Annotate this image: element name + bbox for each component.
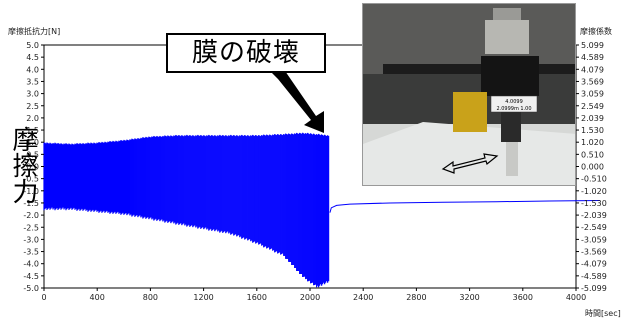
y-tick-label-right: 2.549 — [581, 102, 604, 111]
y-tick-label-left: -4.5 — [23, 272, 39, 281]
x-tick-label: 3600 — [513, 293, 533, 302]
series-line — [329, 200, 600, 213]
y-axis-left-title: 摩擦抵抗力[N] — [8, 26, 60, 36]
y-tick-label-left: 3.5 — [26, 77, 39, 86]
photo-yellow-part — [453, 92, 487, 132]
y-axis-right-title: 摩擦係数 — [580, 26, 612, 36]
callout-label: 膜の破壊 — [166, 33, 326, 73]
y-tick-label-right: -4.079 — [581, 260, 607, 269]
y-tick-label-right: 0.510 — [581, 150, 604, 159]
test-apparatus-photo: 4.0099 2.0999m 1.00 — [362, 3, 576, 186]
photo-block — [481, 56, 539, 96]
y-tick-label-right: -1.530 — [581, 199, 607, 208]
x-tick-label: 2400 — [353, 293, 373, 302]
y-tick-label-left: 4.0 — [26, 65, 39, 74]
y-tick-label-right: -3.569 — [581, 248, 607, 257]
y-tick-label-left: 1.5 — [26, 126, 39, 135]
y-tick-label-right: -4.589 — [581, 272, 607, 281]
series-band-layer — [43, 132, 330, 288]
photo-holder — [501, 112, 521, 142]
double-arrow-icon — [441, 153, 499, 174]
x-tick-label: 400 — [90, 293, 105, 302]
side-label: 摩擦力 — [8, 126, 38, 204]
y-tick-label-left: -3.5 — [23, 248, 39, 257]
y-tick-label-left: -5.0 — [23, 284, 39, 293]
y-tick-label-left: 0.0 — [26, 163, 39, 172]
y-tick-label-left: 5.0 — [26, 41, 39, 50]
photo-probe — [506, 142, 518, 176]
y-tick-label-left: 1.0 — [26, 138, 39, 147]
y-tick-label-right: 4.079 — [581, 65, 604, 74]
series-line-layer — [329, 200, 600, 213]
y-tick-label-right: -2.549 — [581, 223, 607, 232]
callout-arrow-icon — [272, 68, 324, 133]
y-tick-label-left: 0.5 — [26, 150, 39, 159]
y-tick-label-left: -1.5 — [23, 199, 39, 208]
y-tick-label-right: 4.589 — [581, 53, 604, 62]
y-tick-label-right: -5.099 — [581, 284, 607, 293]
x-tick-label: 0 — [41, 293, 46, 302]
y-tick-label-right: 5.099 — [581, 41, 604, 50]
x-tick-label: 3200 — [459, 293, 479, 302]
y-tick-label-left: -3.0 — [23, 235, 39, 244]
y-tick-label-right: 0.000 — [581, 163, 604, 172]
y-tick-label-left: -0.5 — [23, 175, 39, 184]
y-tick-label-right: 1.020 — [581, 138, 604, 147]
photo-arm — [383, 64, 575, 74]
y-tick-label-right: 3.059 — [581, 90, 604, 99]
x-axis-title: 時間[sec] — [585, 309, 621, 318]
y-tick-label-right: -1.020 — [581, 187, 607, 196]
y-tick-label-right: -2.039 — [581, 211, 607, 220]
x-tick-label: 2000 — [300, 293, 320, 302]
y-tick-label-right: 1.530 — [581, 126, 604, 135]
y-tick-label-right: -3.059 — [581, 235, 607, 244]
y-tick-label-left: -1.0 — [23, 187, 39, 196]
y-tick-label-left: 2.0 — [26, 114, 39, 123]
photo-wall — [363, 4, 575, 74]
y-tick-label-left: -4.0 — [23, 260, 39, 269]
y-tick-label-right: 2.039 — [581, 114, 604, 123]
photo-weight — [485, 20, 529, 54]
tick-layer: 0 400 800 1200 1600 2000 2400 2800 3200 3600 4000 5… — [23, 41, 606, 302]
x-tick-label: 4000 — [566, 293, 586, 302]
y-tick-label-right: 3.569 — [581, 77, 604, 86]
y-tick-label-left: -2.0 — [23, 211, 39, 220]
photo-plate — [363, 122, 575, 185]
x-tick-label: 1600 — [247, 293, 267, 302]
x-tick-label: 2800 — [406, 293, 426, 302]
x-tick-label: 800 — [143, 293, 158, 302]
photo-label-line2: 2.0999m 1.00 — [496, 106, 531, 112]
photo-label-line1: 4.0099 — [505, 99, 523, 105]
photo-weight-top — [493, 8, 521, 22]
y-tick-label-left: -2.5 — [23, 223, 39, 232]
y-tick-label-right: -0.510 — [581, 175, 607, 184]
y-tick-label-left: 4.5 — [26, 53, 39, 62]
y-tick-label-left: 2.5 — [26, 102, 39, 111]
x-tick-label: 1200 — [193, 293, 213, 302]
y-tick-label-left: 3.0 — [26, 90, 39, 99]
